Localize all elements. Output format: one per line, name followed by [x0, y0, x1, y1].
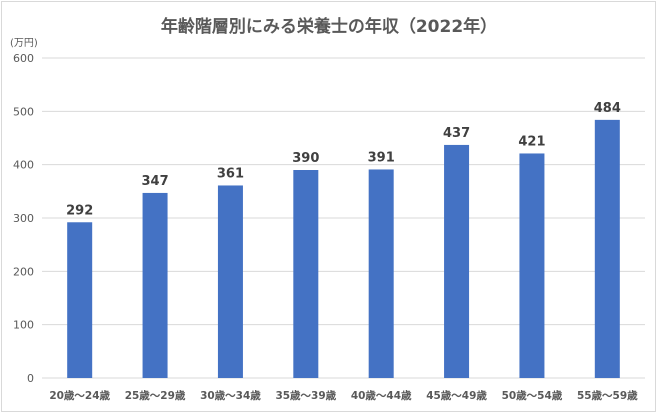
bar [67, 222, 93, 378]
bar-value-label: 347 [141, 174, 168, 189]
bar-value-label: 421 [518, 134, 545, 149]
y-tick-label: 0 [27, 372, 34, 385]
y-tick-label: 500 [13, 105, 34, 118]
y-tick-label: 300 [13, 212, 34, 225]
bars [67, 119, 620, 378]
y-axis-ticks: 0 100 200 300 400 500 600 [13, 52, 34, 385]
bar [368, 169, 394, 378]
x-tick-label: 40歳～44歳 [351, 389, 412, 402]
bar-value-label: 292 [66, 203, 93, 218]
bar [217, 185, 243, 378]
gridlines [42, 57, 645, 379]
bar-value-label: 390 [292, 151, 319, 166]
x-tick-label: 20歳～24歳 [49, 389, 110, 402]
bar [142, 192, 168, 378]
bar [594, 119, 620, 378]
bar-value-label: 484 [594, 101, 621, 116]
x-tick-label: 30歳～34歳 [200, 389, 261, 402]
bar-value-label: 437 [443, 126, 470, 141]
y-tick-label: 100 [13, 319, 34, 332]
y-tick-label: 200 [13, 265, 34, 278]
bar-value-label: 361 [217, 166, 244, 181]
y-tick-label: 400 [13, 159, 34, 172]
bar-value-label: 391 [368, 150, 395, 165]
x-tick-label: 25歳～29歳 [125, 389, 186, 402]
bar [519, 153, 545, 378]
chart-title: 年齢階層別にみる栄養士の年収（2022年） [161, 16, 497, 37]
bar [444, 144, 470, 378]
x-axis-ticks: 20歳～24歳 25歳～29歳 30歳～34歳 35歳～39歳 40歳～44歳 45歳～4… [49, 389, 638, 402]
x-tick-label: 35歳～39歳 [275, 389, 336, 402]
y-tick-label: 600 [13, 52, 34, 65]
x-tick-label: 55歳～59歳 [577, 389, 638, 402]
y-axis-unit-label: (万円) [10, 38, 38, 49]
x-tick-label: 45歳～49歳 [426, 389, 487, 402]
x-tick-label: 50歳～54歳 [502, 389, 563, 402]
data-labels: 292 347 361 390 391 437 421 484 [66, 101, 621, 218]
bar [293, 170, 319, 378]
